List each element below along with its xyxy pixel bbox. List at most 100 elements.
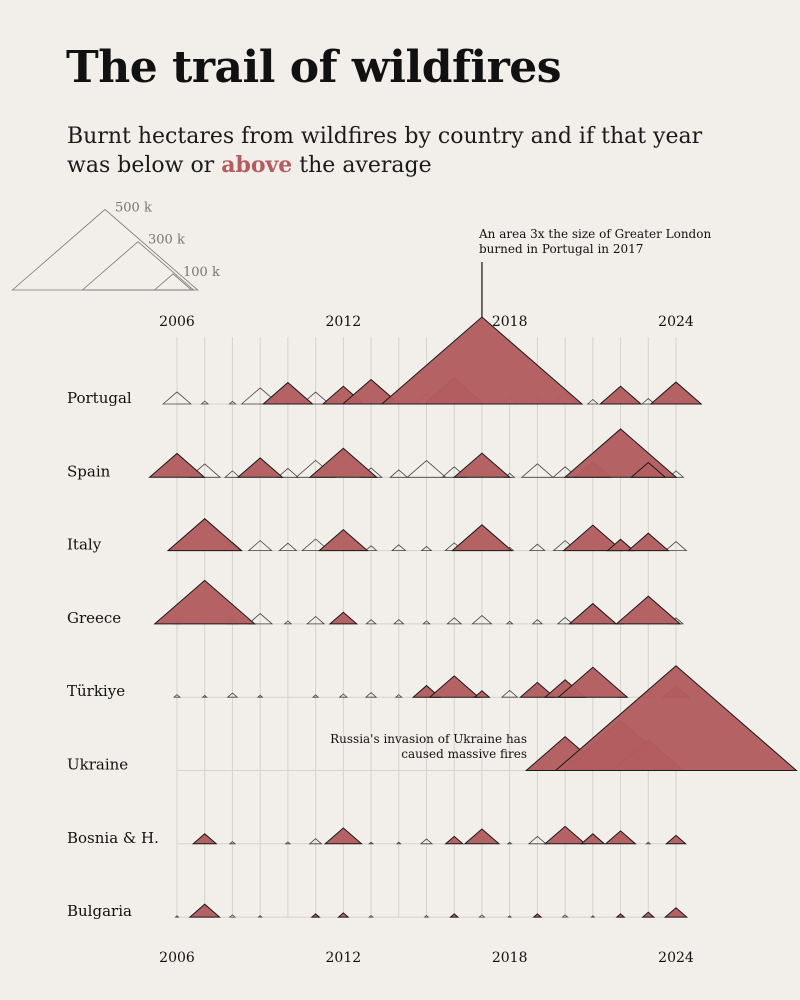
triangle-greece-2014: [392, 619, 405, 625]
subtitle-text-after: the average: [292, 153, 432, 178]
triangle-bosnia-h-2018: [506, 841, 513, 845]
triangle-bosnia-h-2019: [527, 835, 547, 845]
triangle-bosnia-h-2010: [284, 841, 292, 845]
triangle-spain-2014: [389, 469, 409, 478]
triangle-greece-2020: [556, 616, 574, 625]
triangle-bulgaria-2012: [337, 912, 350, 918]
x-tick-top-2018: 2018: [492, 314, 528, 330]
row-label-italy: Italy: [67, 536, 102, 554]
triangle-spain-2009: [236, 457, 284, 478]
triangle-t-rkiye-2021: [557, 666, 629, 698]
triangle-bosnia-h-2022: [604, 830, 637, 845]
size-legend-label-2: 100 k: [183, 265, 220, 280]
triangle-greece-2010: [283, 620, 293, 625]
triangle-spain-2008: [223, 470, 241, 478]
triangle-italy-2024: [664, 541, 688, 551]
triangle-spain-2017: [452, 452, 512, 478]
triangle-bulgaria-2023: [641, 911, 656, 918]
triangle-t-rkiye-2012: [338, 693, 349, 698]
triangle-bulgaria-2009: [257, 915, 263, 918]
triangle-bosnia-h-2017: [463, 828, 501, 845]
triangle-bulgaria-2020: [561, 914, 569, 918]
triangle-italy-2010: [278, 542, 298, 551]
x-tick-top-2012: 2012: [326, 314, 362, 330]
row-label-bosnia-h: Bosnia & H.: [67, 829, 159, 847]
triangle-portugal-2023: [640, 397, 656, 405]
triangle-italy-2019: [528, 543, 546, 551]
triangle-bulgaria-2016: [449, 913, 460, 918]
triangle-italy-2012: [317, 528, 369, 552]
triangle-bulgaria-2011: [310, 913, 321, 918]
annotation-portugal-line-0: An area 3x the size of Greater London: [478, 227, 711, 241]
triangle-greece-2018: [505, 620, 514, 625]
x-tick-bottom-2012: 2012: [326, 950, 362, 966]
triangle-greece-2023: [615, 595, 682, 625]
triangle-bosnia-h-2011: [308, 838, 323, 845]
triangle-spain-2022: [563, 428, 678, 478]
size-legend-triangle-2: [153, 273, 193, 291]
x-tick-top-2024: 2024: [658, 314, 694, 330]
triangle-portugal-2007: [200, 400, 210, 405]
size-legend-label-0: 500 k: [115, 200, 152, 215]
triangle-t-rkiye-2009: [256, 694, 264, 698]
triangle-greece-2019: [531, 619, 544, 625]
row-label-bulgaria: Bulgaria: [67, 902, 132, 920]
row-label-t-rkiye: Türkiye: [67, 682, 125, 700]
triangle-italy-2007: [166, 518, 243, 552]
x-tick-bottom-2024: 2024: [658, 950, 694, 966]
triangle-bulgaria-2007: [188, 903, 221, 918]
triangle-bosnia-h-2013: [368, 841, 374, 845]
triangle-spain-2015: [406, 460, 447, 478]
triangle-bosnia-h-2016: [444, 835, 465, 845]
triangle-bosnia-h-2014: [395, 841, 402, 845]
triangle-bosnia-h-2021: [580, 833, 606, 845]
triangle-italy-2015: [420, 545, 433, 551]
triangle-bulgaria-2017: [478, 914, 486, 918]
triangle-portugal-2013: [341, 378, 401, 405]
triangle-greece-2021: [568, 602, 618, 625]
triangle-t-rkiye-2017: [473, 690, 491, 698]
triangle-portugal-2024: [649, 381, 703, 405]
triangle-t-rkiye-2006: [172, 694, 182, 698]
triangle-portugal-2022: [598, 385, 643, 405]
triangle-bosnia-h-2008: [228, 841, 237, 845]
triangle-t-rkiye-2008: [226, 692, 239, 698]
triangle-bosnia-h-2020: [543, 825, 587, 845]
size-legend-label-1: 300 k: [148, 233, 185, 248]
triangle-bosnia-h-2024: [665, 834, 687, 845]
triangle-portugal-2021: [586, 398, 600, 405]
triangle-italy-2023: [626, 532, 670, 552]
subtitle-text-before: Burnt hectares from wildfires by country…: [67, 124, 703, 178]
triangle-portugal-2010: [261, 381, 314, 405]
triangle-italy-2017: [450, 524, 513, 552]
triangle-greece-2009: [247, 613, 274, 625]
triangle-greece-2012: [328, 611, 359, 625]
triangle-bosnia-h-2015: [419, 838, 434, 845]
triangle-bulgaria-2015: [423, 914, 430, 918]
triangle-portugal-2017: [380, 316, 584, 405]
triangle-bulgaria-2008: [228, 914, 237, 918]
triangle-t-rkiye-2019: [519, 681, 556, 698]
triangle-bulgaria-2024: [663, 907, 689, 918]
triangle-spain-2012: [308, 447, 379, 478]
triangle-italy-2021: [562, 524, 624, 552]
triangle-portugal-2008: [228, 400, 237, 405]
triangle-bulgaria-2013: [368, 914, 374, 918]
size-legend-triangle-1: [81, 241, 195, 291]
triangle-greece-2015: [422, 620, 431, 625]
chart-title: The trail of wildfires: [66, 42, 562, 93]
triangle-spain-2019: [520, 463, 555, 478]
triangle-t-rkiye-2011: [311, 694, 320, 698]
annotation-ukraine-line-0: Russia's invasion of Ukraine has: [330, 732, 527, 746]
x-tick-bottom-2006: 2006: [159, 950, 195, 966]
triangle-bulgaria-2022: [615, 913, 626, 918]
size-legend-triangle-0: [11, 208, 199, 291]
row-label-ukraine: Ukraine: [67, 756, 128, 774]
triangle-bosnia-h-2012: [323, 827, 363, 845]
triangle-portugal-2009: [240, 387, 280, 405]
triangle-t-rkiye-2016: [428, 675, 481, 698]
triangle-t-rkiye-2014: [394, 694, 403, 698]
triangle-greece-2007: [153, 579, 257, 625]
triangle-spain-2010: [276, 467, 300, 478]
triangle-greece-2013: [365, 619, 377, 625]
